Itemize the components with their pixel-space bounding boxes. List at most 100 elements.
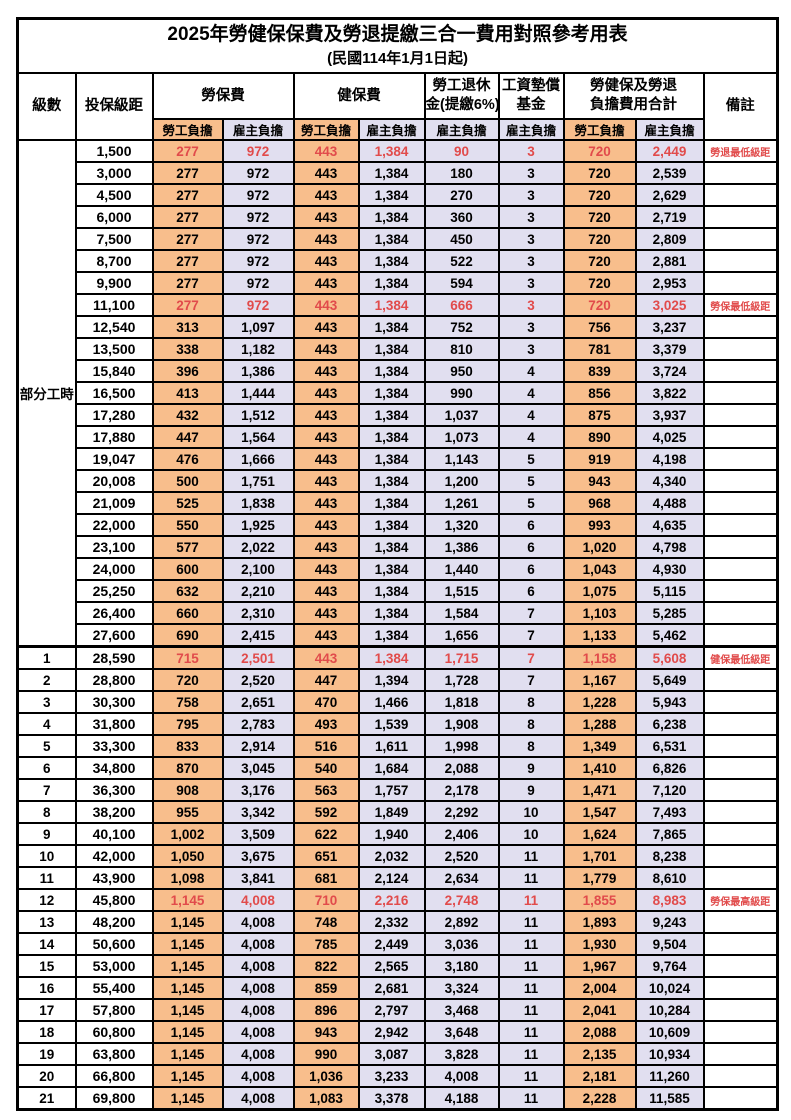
fee-cell: 2,449 [634, 139, 705, 163]
fee-cell: 1,384 [357, 205, 426, 229]
fee-cell: 3 [497, 315, 565, 339]
table-row: 8,700 277 972 443 1,384 522 3 720 2,881 [18, 249, 779, 273]
fee-cell: 2,809 [634, 227, 705, 251]
fee-cell: 9 [497, 756, 565, 780]
fee-cell: 9 [497, 778, 565, 802]
header-wage-fund: 工資墊償 基金 [497, 72, 565, 120]
note-cell [702, 315, 779, 339]
fee-cell: 720 [151, 668, 224, 692]
fee-cell: 1,564 [221, 425, 295, 449]
fee-cell: 443 [292, 139, 360, 163]
fee-cell: 10,609 [634, 1020, 705, 1044]
fee-cell: 432 [151, 403, 224, 427]
fee-cell: 443 [292, 623, 360, 648]
fee-cell: 8 [497, 690, 565, 714]
fee-cell: 360 [423, 205, 500, 229]
note-cell [702, 579, 779, 603]
fee-cell: 450 [423, 227, 500, 251]
fee-cell: 1,384 [357, 161, 426, 185]
fee-cell: 5,285 [634, 601, 705, 625]
fee-cell: 443 [292, 271, 360, 295]
fee-cell: 1,384 [357, 139, 426, 163]
note-cell [702, 535, 779, 559]
fee-cell: 4,635 [634, 513, 705, 537]
fee-cell: 1,200 [423, 469, 500, 493]
fee-cell: 3,841 [221, 866, 295, 890]
fee-cell: 1,384 [357, 315, 426, 339]
fee-cell: 11 [497, 1064, 565, 1088]
fee-cell: 5 [497, 469, 565, 493]
fee-cell: 972 [221, 161, 295, 185]
fee-cell: 5,462 [634, 623, 705, 648]
bracket-cell: 27,600 [74, 623, 154, 648]
fee-cell: 5,115 [634, 579, 705, 603]
table-row: 21 69,800 1,145 4,008 1,083 3,378 4,188 11 2,228… [16, 1086, 779, 1111]
fee-cell: 2,228 [562, 1086, 637, 1111]
fee-cell: 8,238 [634, 844, 705, 868]
fee-cell: 2,797 [357, 998, 426, 1022]
fee-cell: 1,133 [562, 623, 637, 648]
fee-cell: 11,585 [634, 1086, 705, 1111]
bracket-cell: 23,100 [74, 535, 154, 559]
fee-cell: 972 [221, 227, 295, 251]
fee-cell: 1,384 [357, 183, 426, 207]
fee-cell: 4,008 [221, 888, 295, 912]
part-time-cell: 部分工時 [16, 139, 77, 648]
fee-cell: 11 [497, 1042, 565, 1066]
fee-cell: 1,043 [562, 557, 637, 581]
fee-cell: 9,504 [634, 932, 705, 956]
table-row: 6 34,800 870 3,045 540 1,684 2,088 9 1,410 6,826 [16, 756, 779, 780]
fee-cell: 2,088 [562, 1020, 637, 1044]
fee-cell: 1,701 [562, 844, 637, 868]
fee-cell: 1,818 [423, 690, 500, 714]
fee-cell: 1,182 [221, 337, 295, 361]
table-row: 4 31,800 795 2,783 493 1,539 1,908 8 1,288 6,238 [16, 712, 779, 736]
fee-cell: 1,103 [562, 601, 637, 625]
fee-cell: 2,651 [221, 690, 295, 714]
bracket-cell: 8,700 [74, 249, 154, 273]
fee-cell: 6 [497, 579, 565, 603]
fee-cell: 10,284 [634, 998, 705, 1022]
table-row: 22,000 550 1,925 443 1,384 1,320 6 993 4,635 [18, 513, 779, 537]
fee-cell: 3,237 [634, 315, 705, 339]
table-row: 11 43,900 1,098 3,841 681 2,124 2,634 11 1,779 8,… [16, 866, 779, 890]
fee-cell: 1,145 [151, 1086, 224, 1111]
fee-cell: 1,384 [357, 227, 426, 251]
fee-cell: 758 [151, 690, 224, 714]
table-row: 18 60,800 1,145 4,008 943 2,942 3,648 11 2,088 10… [16, 1020, 779, 1044]
fee-cell: 1,145 [151, 976, 224, 1000]
bracket-cell: 20,008 [74, 469, 154, 493]
fee-cell: 592 [292, 800, 360, 824]
fee-cell: 4,008 [221, 1042, 295, 1066]
fee-cell: 660 [151, 601, 224, 625]
level-cell: 20 [16, 1064, 77, 1088]
fee-cell: 1,145 [151, 910, 224, 934]
fee-cell: 1,539 [357, 712, 426, 736]
fee-cell: 522 [423, 249, 500, 273]
fee-cell: 651 [292, 844, 360, 868]
fee-cell: 810 [423, 337, 500, 361]
fee-cell: 1,394 [357, 668, 426, 692]
fee-cell: 443 [292, 535, 360, 559]
fee-cell: 443 [292, 337, 360, 361]
fee-cell: 11 [497, 976, 565, 1000]
fee-cell: 525 [151, 491, 224, 515]
fee-cell: 833 [151, 734, 224, 758]
fee-cell: 3 [497, 293, 565, 317]
fee-cell: 3,937 [634, 403, 705, 427]
fee-cell: 4,008 [221, 932, 295, 956]
bracket-cell: 63,800 [74, 1042, 154, 1066]
fee-cell: 443 [292, 579, 360, 603]
note-cell: 健保最低級距 [702, 645, 779, 670]
fee-cell: 1,143 [423, 447, 500, 471]
fee-cell: 1,261 [423, 491, 500, 515]
fee-cell: 1,145 [151, 1020, 224, 1044]
note-cell [702, 161, 779, 185]
fee-cell: 2,415 [221, 623, 295, 648]
note-cell [702, 1064, 779, 1088]
note-cell [702, 447, 779, 471]
level-cell: 13 [16, 910, 77, 934]
fee-cell: 577 [151, 535, 224, 559]
fee-cell: 896 [292, 998, 360, 1022]
fee-cell: 2,181 [562, 1064, 637, 1088]
